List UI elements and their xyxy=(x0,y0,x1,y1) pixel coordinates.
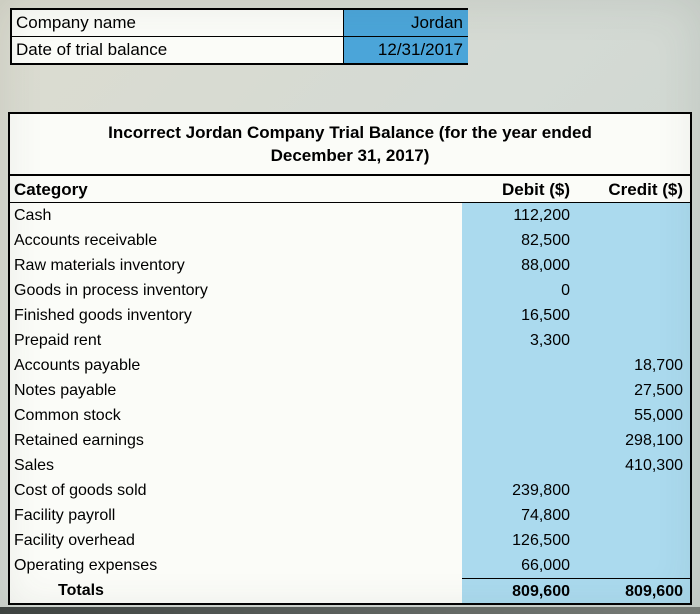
table-header-row: Category Debit ($) Credit ($) xyxy=(10,175,690,203)
company-info-table: Company name Jordan Date of trial balanc… xyxy=(10,8,468,65)
trial-balance-date-value[interactable]: 12/31/2017 xyxy=(344,37,468,63)
credit-cell[interactable] xyxy=(578,227,690,253)
category-cell[interactable]: Retained earnings xyxy=(10,427,462,453)
debit-cell[interactable]: 16,500 xyxy=(462,302,578,328)
category-cell[interactable]: Sales xyxy=(10,452,462,478)
trial-balance-title-line2: December 31, 2017) xyxy=(270,146,430,166)
credit-cell[interactable]: 55,000 xyxy=(578,402,690,428)
credit-cell[interactable] xyxy=(578,327,690,353)
category-cell[interactable]: Prepaid rent xyxy=(10,327,462,353)
table-row: Cash 112,200 xyxy=(10,202,690,228)
debit-cell[interactable]: 66,000 xyxy=(462,552,578,578)
totals-debit-cell[interactable]: 809,600 xyxy=(462,577,578,603)
trial-balance-title: Incorrect Jordan Company Trial Balance (… xyxy=(10,114,690,176)
category-cell[interactable]: Facility overhead xyxy=(10,527,462,553)
photo-bottom-edge xyxy=(0,607,700,614)
category-cell[interactable]: Cash xyxy=(10,202,462,228)
debit-cell[interactable]: 126,500 xyxy=(462,527,578,553)
company-name-value[interactable]: Jordan xyxy=(344,10,468,36)
table-row: Raw materials inventory 88,000 xyxy=(10,252,690,278)
column-header-credit: Credit ($) xyxy=(578,175,690,203)
category-cell[interactable]: Finished goods inventory xyxy=(10,302,462,328)
table-row: Finished goods inventory 16,500 xyxy=(10,302,690,328)
table-body: Cash 112,200 Accounts receivable 82,500 … xyxy=(10,202,690,603)
category-cell[interactable]: Operating expenses xyxy=(10,552,462,578)
category-cell[interactable]: Notes payable xyxy=(10,377,462,403)
table-row: Facility overhead 126,500 xyxy=(10,527,690,553)
table-row: Notes payable 27,500 xyxy=(10,377,690,403)
trial-balance-table: Incorrect Jordan Company Trial Balance (… xyxy=(8,112,692,605)
table-row: Retained earnings 298,100 xyxy=(10,427,690,453)
category-cell[interactable]: Raw materials inventory xyxy=(10,252,462,278)
table-row: Goods in process inventory 0 xyxy=(10,277,690,303)
category-cell[interactable]: Common stock xyxy=(10,402,462,428)
debit-cell[interactable]: 74,800 xyxy=(462,502,578,528)
debit-cell[interactable] xyxy=(462,352,578,378)
category-cell[interactable]: Accounts receivable xyxy=(10,227,462,253)
debit-cell[interactable]: 82,500 xyxy=(462,227,578,253)
debit-cell[interactable]: 112,200 xyxy=(462,202,578,228)
column-header-debit: Debit ($) xyxy=(462,175,578,203)
info-row-trial-balance-date: Date of trial balance 12/31/2017 xyxy=(12,36,468,63)
debit-cell[interactable]: 239,800 xyxy=(462,477,578,503)
credit-cell[interactable]: 298,100 xyxy=(578,427,690,453)
credit-cell[interactable]: 18,700 xyxy=(578,352,690,378)
info-row-company-name: Company name Jordan xyxy=(12,10,468,36)
credit-cell[interactable] xyxy=(578,277,690,303)
credit-cell[interactable]: 410,300 xyxy=(578,452,690,478)
credit-cell[interactable] xyxy=(578,502,690,528)
table-row: Accounts payable 18,700 xyxy=(10,352,690,378)
credit-cell[interactable] xyxy=(578,202,690,228)
debit-cell[interactable] xyxy=(462,427,578,453)
totals-label: Totals xyxy=(10,577,462,603)
totals-credit-cell[interactable]: 809,600 xyxy=(578,577,690,603)
debit-cell[interactable]: 0 xyxy=(462,277,578,303)
credit-cell[interactable]: 27,500 xyxy=(578,377,690,403)
table-row: Common stock 55,000 xyxy=(10,402,690,428)
trial-balance-date-label: Date of trial balance xyxy=(12,37,344,63)
column-header-category: Category xyxy=(10,175,462,203)
category-cell[interactable]: Goods in process inventory xyxy=(10,277,462,303)
table-row: Sales 410,300 xyxy=(10,452,690,478)
table-row: Cost of goods sold 239,800 xyxy=(10,477,690,503)
credit-cell[interactable] xyxy=(578,252,690,278)
debit-cell[interactable] xyxy=(462,402,578,428)
credit-cell[interactable] xyxy=(578,302,690,328)
credit-cell[interactable] xyxy=(578,552,690,578)
table-row: Operating expenses 66,000 xyxy=(10,552,690,578)
trial-balance-title-line1: Incorrect Jordan Company Trial Balance (… xyxy=(108,123,592,142)
table-row: Facility payroll 74,800 xyxy=(10,502,690,528)
debit-cell[interactable] xyxy=(462,452,578,478)
category-cell[interactable]: Facility payroll xyxy=(10,502,462,528)
table-row: Prepaid rent 3,300 xyxy=(10,327,690,353)
category-cell[interactable]: Cost of goods sold xyxy=(10,477,462,503)
debit-cell[interactable] xyxy=(462,377,578,403)
company-name-label: Company name xyxy=(12,10,344,36)
category-cell[interactable]: Accounts payable xyxy=(10,352,462,378)
credit-cell[interactable] xyxy=(578,527,690,553)
credit-cell[interactable] xyxy=(578,477,690,503)
totals-row: Totals 809,600 809,600 xyxy=(10,577,690,603)
debit-cell[interactable]: 88,000 xyxy=(462,252,578,278)
debit-cell[interactable]: 3,300 xyxy=(462,327,578,353)
table-row: Accounts receivable 82,500 xyxy=(10,227,690,253)
